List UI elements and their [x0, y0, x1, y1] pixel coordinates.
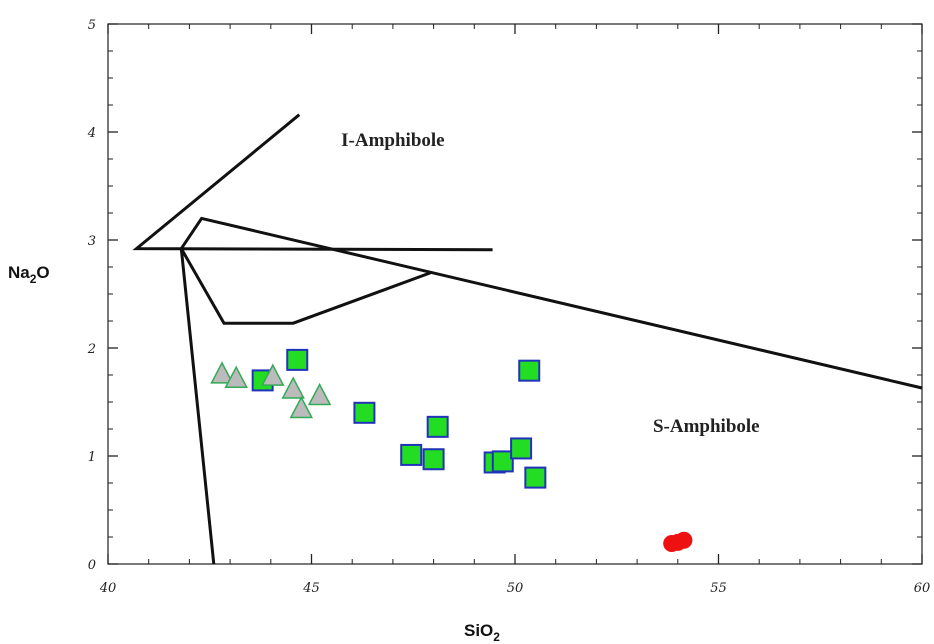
- x-tick-label: 50: [507, 581, 524, 596]
- x-tick-label: 60: [914, 581, 931, 596]
- boundary-line: [179, 247, 433, 325]
- square-data-point: [491, 450, 514, 473]
- plot-frame: [107, 23, 923, 565]
- triangle-data-point: [307, 382, 332, 406]
- circle-data-point: [663, 534, 681, 552]
- triangle-data-point: [224, 365, 248, 388]
- data-points: [210, 348, 693, 552]
- y-tick-label: 4: [87, 126, 96, 141]
- boundary-line: [179, 216, 923, 565]
- y-axis-label: Na2O: [8, 263, 50, 286]
- x-axis-label: SiO2: [464, 621, 500, 644]
- square-data-point: [426, 415, 449, 438]
- x-tick-label: 40: [99, 581, 117, 596]
- region-labels: I-Amphibole S-Amphibole: [341, 130, 759, 437]
- square-data-point: [400, 443, 423, 466]
- square-data-point: [524, 466, 547, 489]
- triangle-data-point: [210, 361, 234, 384]
- triangle-data-point: [289, 395, 314, 419]
- square-data-point: [353, 401, 376, 424]
- y-tick-label: 0: [88, 558, 96, 573]
- square-data-point: [518, 359, 541, 382]
- square-data-point: [422, 448, 445, 471]
- y-tick-label: 5: [88, 18, 96, 33]
- boundary-line: [132, 113, 493, 252]
- region-label: I-Amphibole: [341, 130, 444, 151]
- x-tick-label: 55: [710, 581, 727, 596]
- region-label: S-Amphibole: [653, 416, 760, 437]
- y-tick-label: 2: [87, 342, 96, 357]
- square-data-point: [510, 437, 533, 460]
- triangle-data-point: [281, 376, 305, 399]
- x-tick-label: 45: [302, 581, 320, 596]
- triangle-data-point: [261, 363, 285, 386]
- y-tick-label: 1: [88, 450, 96, 465]
- y-tick-label: 3: [88, 234, 96, 249]
- boundary-lines: [132, 113, 923, 565]
- square-data-point: [286, 348, 309, 371]
